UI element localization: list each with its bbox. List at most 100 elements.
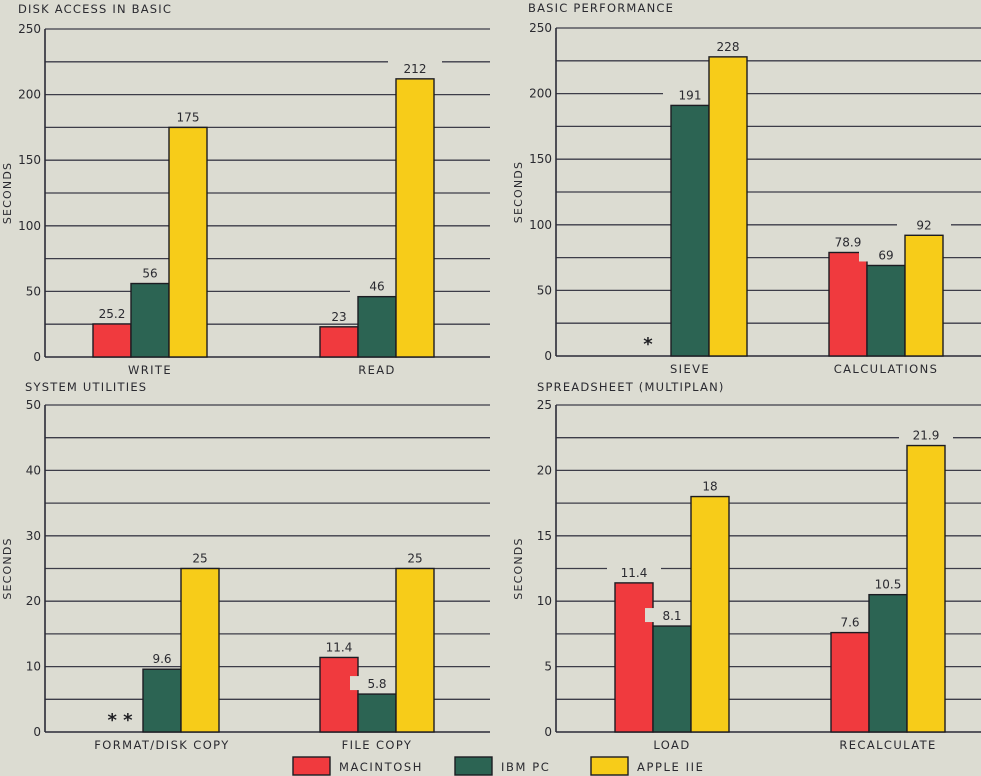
label-backdrop: [861, 576, 915, 591]
bar: [830, 631, 870, 733]
label-backdrop: [173, 550, 227, 565]
bar: [906, 444, 946, 733]
bar: [670, 104, 710, 357]
chart-3: SYSTEM UTILITIES 0 10 20 30 40 50 SECONDS 9.6 25 F…: [1, 380, 490, 752]
data-label: 78.9: [835, 235, 862, 249]
data-label: 56: [142, 267, 157, 281]
y-tick-label: 20: [537, 463, 552, 477]
label-backdrop: [663, 87, 717, 102]
bar: [828, 251, 868, 357]
y-axis-label: SECONDS: [512, 161, 525, 223]
data-label: 23: [331, 310, 346, 324]
label-backdrop: [123, 265, 177, 280]
y-axis-label: SECONDS: [1, 537, 14, 599]
data-label: 92: [916, 218, 931, 232]
y-tick-label: 50: [537, 283, 552, 297]
y-tick-label: 100: [18, 219, 41, 233]
bar: [708, 56, 748, 357]
label-backdrop: [823, 614, 877, 629]
legend-label: APPLE IIE: [637, 760, 705, 774]
y-tick-label: 50: [26, 284, 41, 298]
y-tick-label: 15: [537, 529, 552, 543]
data-label: 25.2: [99, 307, 126, 321]
y-tick-label: 100: [529, 218, 552, 232]
label-backdrop: [821, 234, 875, 249]
y-tick-label: 5: [544, 660, 552, 674]
legend-swatch: [454, 756, 493, 776]
label-backdrop: [161, 109, 215, 124]
label-backdrop: [683, 478, 737, 493]
category-label: RECALCULATE: [839, 738, 936, 752]
data-label: 175: [177, 110, 200, 124]
data-label: 191: [679, 88, 702, 102]
chart-1: DISK ACCESS IN BASIC 0 50 100 150 200 250 SECON…: [1, 2, 490, 377]
chart-2: BASIC PERFORMANCE 0 50 100 150 200 250 SECONDS 1…: [512, 1, 981, 376]
data-label: 25: [192, 552, 207, 566]
chart-4: SPREADSHEET (MULTIPLAN) 0 5 10 15 20 25 SECONDS…: [512, 380, 981, 752]
data-label: 228: [717, 40, 740, 54]
bar: [866, 264, 906, 357]
label-backdrop: [135, 651, 189, 666]
bar: [319, 326, 359, 358]
bar: [142, 668, 182, 733]
legend-swatch: [590, 756, 629, 776]
data-label: 11.4: [621, 566, 648, 580]
label-backdrop: [85, 305, 139, 320]
footnote-asterisk: * *: [107, 710, 133, 731]
bar: [357, 693, 397, 733]
data-label: 10.5: [875, 578, 902, 592]
data-label: 5.8: [367, 677, 386, 691]
label-backdrop: [701, 38, 755, 53]
chart-title: DISK ACCESS IN BASIC: [18, 2, 172, 16]
label-backdrop: [899, 427, 953, 442]
y-tick-label: 200: [529, 87, 552, 101]
y-tick-label: 150: [529, 152, 552, 166]
y-tick-label: 10: [537, 594, 552, 608]
data-label: 18: [702, 480, 717, 494]
y-tick-label: 25: [537, 398, 552, 412]
legend: MACINTOSH IBM PC APPLE IIE: [292, 756, 705, 776]
y-tick-label: 250: [529, 21, 552, 35]
label-backdrop: [312, 308, 366, 323]
data-label: 46: [369, 280, 384, 294]
y-tick-label: 50: [26, 398, 41, 412]
bar: [130, 282, 170, 358]
legend-label: IBM PC: [501, 760, 550, 774]
bar: [319, 656, 359, 733]
label-backdrop: [350, 278, 404, 293]
bar: [904, 234, 944, 357]
data-label: 212: [404, 62, 427, 76]
category-label: READ: [358, 363, 396, 377]
chart-title: SPREADSHEET (MULTIPLAN): [537, 380, 725, 394]
y-tick-label: 0: [33, 725, 41, 739]
chart-title: BASIC PERFORMANCE: [528, 1, 674, 15]
y-tick-label: 10: [26, 660, 41, 674]
bar: [395, 567, 435, 733]
bar: [652, 625, 692, 733]
bar: [395, 78, 435, 358]
y-tick-label: 30: [26, 529, 41, 543]
label-backdrop: [897, 217, 951, 232]
label-backdrop: [388, 60, 442, 75]
category-label: FORMAT/DISK COPY: [94, 738, 229, 752]
data-label: 7.6: [840, 616, 859, 630]
footnote-asterisk: *: [643, 334, 653, 355]
data-label: 8.1: [662, 609, 681, 623]
bar: [614, 582, 654, 733]
y-tick-label: 0: [544, 725, 552, 739]
category-label: CALCULATIONS: [834, 362, 939, 376]
y-axis-label: SECONDS: [1, 162, 14, 224]
data-label: 69: [878, 248, 893, 262]
chart-title: SYSTEM UTILITIES: [25, 380, 147, 394]
category-label: SIEVE: [670, 362, 710, 376]
data-label: 25: [407, 552, 422, 566]
legend-label: MACINTOSH: [339, 760, 423, 774]
label-backdrop: [859, 247, 913, 262]
bar: [690, 495, 730, 733]
category-label: FILE COPY: [342, 738, 413, 752]
y-tick-label: 0: [544, 349, 552, 363]
label-backdrop: [312, 639, 366, 654]
category-label: WRITE: [128, 363, 172, 377]
data-label: 21.9: [913, 429, 940, 443]
